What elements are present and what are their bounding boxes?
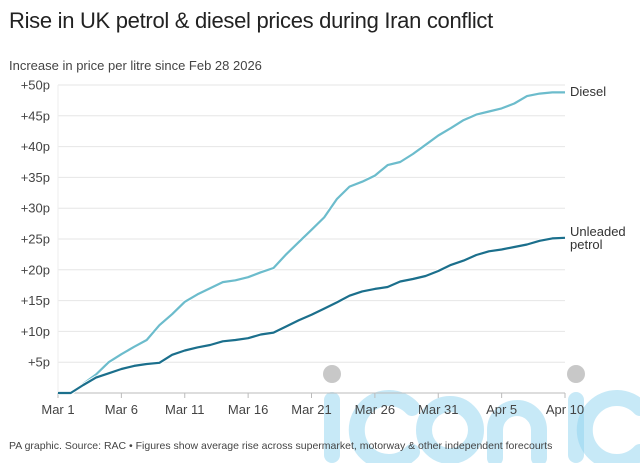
diesel-line (58, 91, 565, 395)
watermark-dot (567, 365, 585, 383)
x-tick-label: Mar 6 (105, 402, 138, 417)
watermark-dot (323, 365, 341, 383)
petrol-label-line2: petrol (570, 237, 603, 252)
y-tick-label: +40p (21, 139, 50, 154)
x-tick-label: Mar 21 (291, 402, 331, 417)
y-tick-label: +5p (28, 355, 50, 370)
watermark-logo (348, 390, 420, 463)
diesel-label: Diesel (570, 84, 606, 99)
y-tick-label: +35p (21, 170, 50, 185)
x-tick-label: Mar 16 (228, 402, 268, 417)
y-tick-label: +10p (21, 324, 50, 339)
chart-subtitle: Increase in price per litre since Feb 28… (9, 58, 262, 73)
chart-title: Rise in UK petrol & diesel prices during… (9, 8, 493, 33)
y-tick-label: +15p (21, 293, 50, 308)
x-tick-label: Mar 11 (165, 402, 205, 417)
x-tick-label: Apr 5 (486, 402, 517, 417)
petrol-label-line1: Unleaded (570, 224, 626, 239)
watermark-logo (487, 400, 547, 463)
watermark-logo (576, 390, 640, 463)
x-tick-label: Mar 26 (355, 402, 395, 417)
y-tick-label: +20p (21, 262, 50, 277)
y-tick-label: +25p (21, 232, 50, 247)
watermark-logo (416, 396, 484, 463)
x-tick-label: Mar 31 (418, 402, 458, 417)
chart-source: PA graphic. Source: RAC • Figures show a… (9, 440, 553, 452)
x-tick-label: Apr 10 (546, 402, 584, 417)
x-tick-label: Mar 1 (41, 402, 74, 417)
petrol-line (58, 236, 566, 395)
y-tick-label: +50p (21, 78, 50, 93)
y-tick-label: +30p (21, 201, 50, 216)
y-tick-label: +45p (21, 108, 50, 123)
